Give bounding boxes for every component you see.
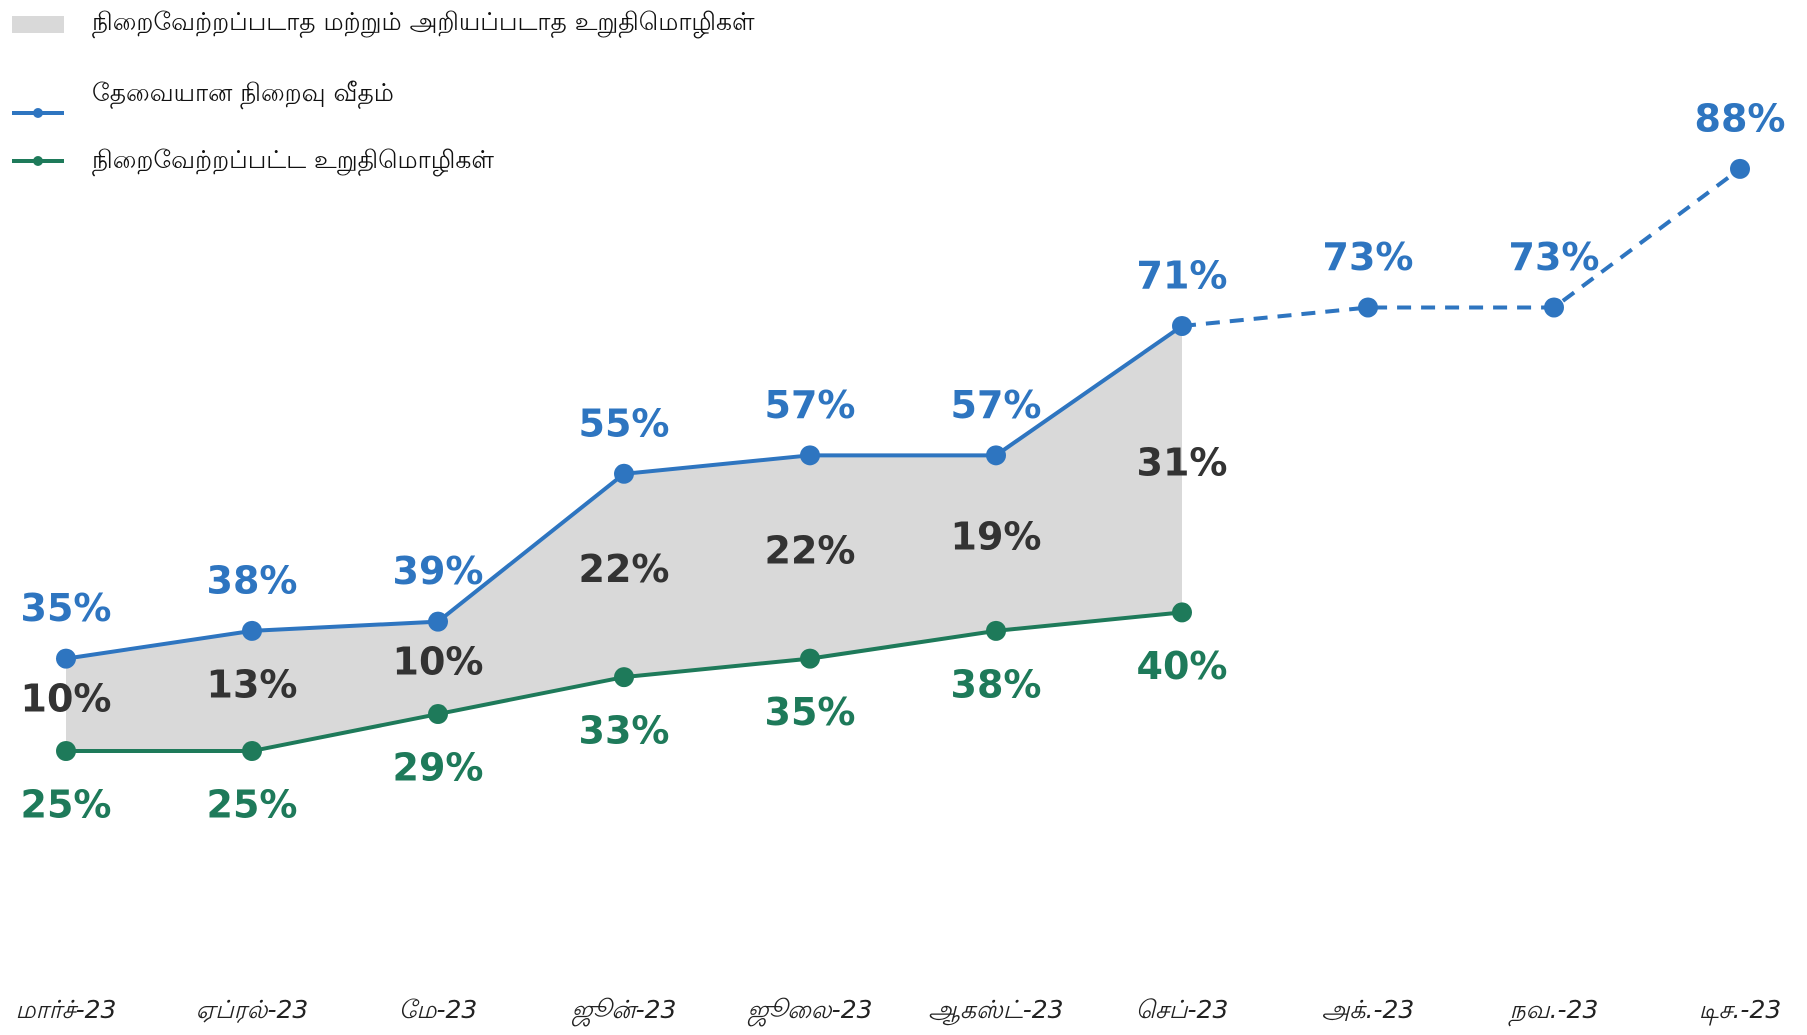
- value-label: 73%: [1509, 235, 1600, 279]
- gap-label: 31%: [1137, 441, 1228, 485]
- value-label: 29%: [393, 746, 484, 790]
- x-tick-label: அக்.-23: [1322, 995, 1415, 1024]
- value-label: 71%: [1137, 253, 1228, 297]
- x-tick-label: ஜூன்-23: [571, 995, 677, 1027]
- x-tick-label: ஜூலை-23: [746, 995, 872, 1027]
- x-tick-label: செப்-23: [1136, 995, 1229, 1024]
- value-label: 25%: [207, 783, 298, 827]
- point: [1730, 158, 1750, 179]
- value-label: 33%: [579, 709, 670, 753]
- x-tick-label: மே-23: [399, 995, 478, 1024]
- point: [986, 620, 1006, 641]
- point: [1172, 602, 1192, 623]
- value-label: 55%: [579, 401, 670, 445]
- point: [242, 620, 262, 641]
- x-tick-label: நவ.-23: [1508, 995, 1599, 1027]
- legend-swatch-dot: [33, 108, 43, 118]
- point: [428, 704, 448, 725]
- point: [56, 741, 76, 761]
- gap-label: 10%: [21, 676, 112, 720]
- point: [614, 667, 634, 688]
- point: [800, 648, 820, 669]
- point: [1544, 297, 1564, 318]
- value-label: 25%: [21, 783, 112, 827]
- legend-label: தேவையான நிறைவு வீதம்: [92, 78, 394, 109]
- projected-line: [1181, 167, 1742, 328]
- gap-label: 22%: [579, 547, 670, 591]
- value-label: 35%: [21, 586, 112, 630]
- point: [56, 648, 76, 669]
- value-label: 57%: [951, 383, 1042, 427]
- point: [1172, 315, 1192, 336]
- point: [614, 463, 634, 484]
- gap-label: 13%: [207, 662, 298, 706]
- value-label: 40%: [1137, 644, 1228, 688]
- value-label: 38%: [207, 558, 298, 602]
- x-tick-label: டிச.-23: [1699, 995, 1782, 1026]
- legend-swatch-area: [12, 16, 64, 33]
- x-tick-label: மார்ச்-23: [16, 995, 117, 1024]
- legend-label: நிறைவேற்றப்படாத மற்றும் அறியப்படாத உறுதி…: [92, 7, 755, 38]
- x-tick-label: ஏப்ரல்-23: [196, 995, 309, 1024]
- gap-label: 10%: [393, 639, 484, 683]
- point: [242, 741, 262, 761]
- value-label: 35%: [765, 690, 856, 734]
- point: [428, 611, 448, 632]
- gap-label: 22%: [765, 528, 856, 572]
- legend-label: நிறைவேற்றப்பட்ட உறுதிமொழிகள்: [92, 145, 494, 176]
- point: [986, 445, 1006, 466]
- gap-label: 19%: [951, 515, 1042, 559]
- value-label: 39%: [393, 549, 484, 593]
- point: [1358, 297, 1378, 318]
- value-label: 73%: [1323, 235, 1414, 279]
- legend-swatch-dot: [33, 156, 43, 166]
- x-tick-label: ஆகஸ்ட்-23: [928, 995, 1063, 1026]
- value-label: 88%: [1695, 96, 1786, 140]
- value-label: 38%: [951, 662, 1042, 706]
- point: [800, 445, 820, 466]
- value-label: 57%: [765, 383, 856, 427]
